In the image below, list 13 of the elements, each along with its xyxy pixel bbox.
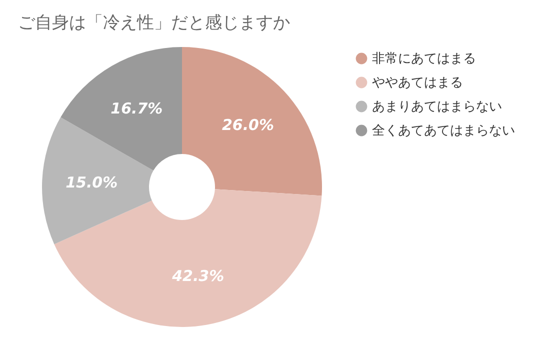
data-label: 42.3%: [171, 267, 224, 286]
legend-label: 全くあてあてはまらない: [372, 124, 515, 138]
legend-label: 非常にあてはまる: [372, 52, 476, 66]
chart-title: ご自身は「冷え性」だと感じますか: [18, 13, 290, 33]
donut-slice: [42, 117, 154, 244]
legend-label: ややあてはまる: [372, 76, 463, 90]
donut-slice: [54, 189, 322, 327]
donut-slice: [60, 47, 182, 171]
donut-slice: [182, 47, 322, 196]
data-label: 15.0%: [66, 173, 118, 192]
legend-label: あまりあてはまらない: [372, 100, 502, 114]
data-label: 26.0%: [222, 116, 274, 134]
data-label: 16.7%: [110, 100, 163, 118]
